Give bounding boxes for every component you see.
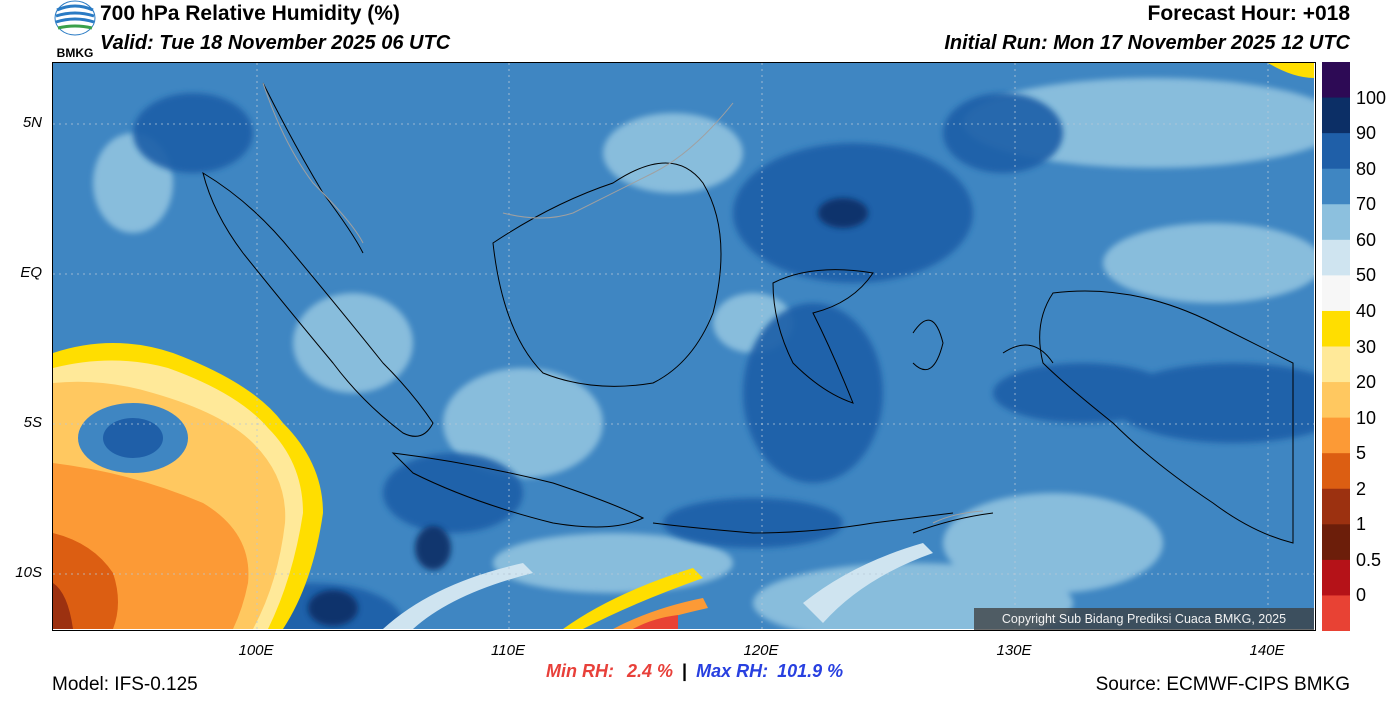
colorbar-label: 20 xyxy=(1356,372,1377,393)
lon-label-100e: 100E xyxy=(238,642,274,659)
colorbar-swatch xyxy=(1322,488,1350,525)
colorbar-swatch xyxy=(1322,559,1350,596)
colorbar-label: 30 xyxy=(1356,336,1377,357)
humidity-map xyxy=(52,62,1353,663)
colorbar-swatch xyxy=(1322,346,1350,383)
borders xyxy=(262,82,984,524)
colorbar-swatch xyxy=(1322,97,1350,134)
forecast-hour: Forecast Hour: +018 xyxy=(1147,2,1351,25)
colorbar-label: 2 xyxy=(1356,478,1367,499)
source-info: Source: ECMWF-CIPS BMKG xyxy=(1095,674,1350,695)
colorbar-label: 40 xyxy=(1356,300,1377,321)
colorbar-swatch xyxy=(1322,453,1350,490)
colorbar-label: 10 xyxy=(1356,407,1377,428)
lon-label-120e: 120E xyxy=(743,642,779,659)
colorbar-swatch xyxy=(1322,168,1350,205)
colorbar-label: 1 xyxy=(1356,514,1367,535)
min-rh-value: 2.4 % xyxy=(627,661,674,681)
stats-separator: | xyxy=(682,661,688,681)
copyright-notice: Copyright Sub Bidang Prediksi Cuaca BMKG… xyxy=(974,608,1314,630)
coastlines xyxy=(202,82,1294,544)
colorbar-swatch xyxy=(1322,239,1350,276)
colorbar xyxy=(1322,62,1350,632)
max-rh-label: Max RH: xyxy=(696,661,769,681)
colorbar-label: 70 xyxy=(1356,194,1377,215)
colorbar-swatch xyxy=(1322,204,1350,241)
colorbar-swatch xyxy=(1322,310,1350,347)
lat-label-5s: 5S xyxy=(23,414,42,431)
colorbar-label: 80 xyxy=(1356,158,1377,179)
lon-label-110e: 110E xyxy=(491,642,525,659)
lon-label-130e: 130E xyxy=(996,642,1032,659)
logo-text: BMKG xyxy=(57,46,94,60)
initial-run: Initial Run: Mon 17 November 2025 12 UTC xyxy=(944,32,1350,54)
map-title: 700 hPa Relative Humidity (%) xyxy=(100,2,400,25)
min-rh-label: Min RH: xyxy=(546,661,614,681)
field-dry-region xyxy=(53,343,323,629)
colorbar-swatch xyxy=(1322,417,1350,454)
colorbar-label: 50 xyxy=(1356,265,1377,286)
colorbar-swatch xyxy=(1322,133,1350,170)
colorbar-swatch xyxy=(1322,382,1350,419)
colorbar-swatch xyxy=(1322,62,1350,99)
field-dry-streaks xyxy=(383,63,1314,629)
valid-time: Valid: Tue 18 November 2025 06 UTC xyxy=(100,32,451,54)
colorbar-label: 5 xyxy=(1356,443,1367,464)
lon-label-140e: 140E xyxy=(1249,642,1285,659)
colorbar-svg xyxy=(1322,62,1350,632)
colorbar-swatch xyxy=(1322,275,1350,312)
model-info: Model: IFS-0.125 xyxy=(52,674,198,695)
lat-label-eq: EQ xyxy=(20,264,42,281)
map-gridlines xyxy=(53,63,1314,629)
max-rh-value: 101.9 % xyxy=(777,661,844,681)
lat-label-10s: 10S xyxy=(15,564,42,581)
colorbar-label: 0 xyxy=(1356,585,1367,606)
colorbar-swatch xyxy=(1322,595,1350,632)
humidity-map-svg xyxy=(53,63,1353,663)
lat-label-5n: 5N xyxy=(22,114,42,131)
colorbar-swatch xyxy=(1322,524,1350,561)
rh-stats: Min RH: 2.4 % | Max RH: 101.9 % xyxy=(546,661,843,682)
colorbar-label: 90 xyxy=(1356,123,1377,144)
bmkg-logo: BMKG xyxy=(52,0,98,60)
colorbar-label: 0.5 xyxy=(1356,549,1382,570)
colorbar-label: 100 xyxy=(1356,87,1387,108)
colorbar-label: 60 xyxy=(1356,229,1377,250)
